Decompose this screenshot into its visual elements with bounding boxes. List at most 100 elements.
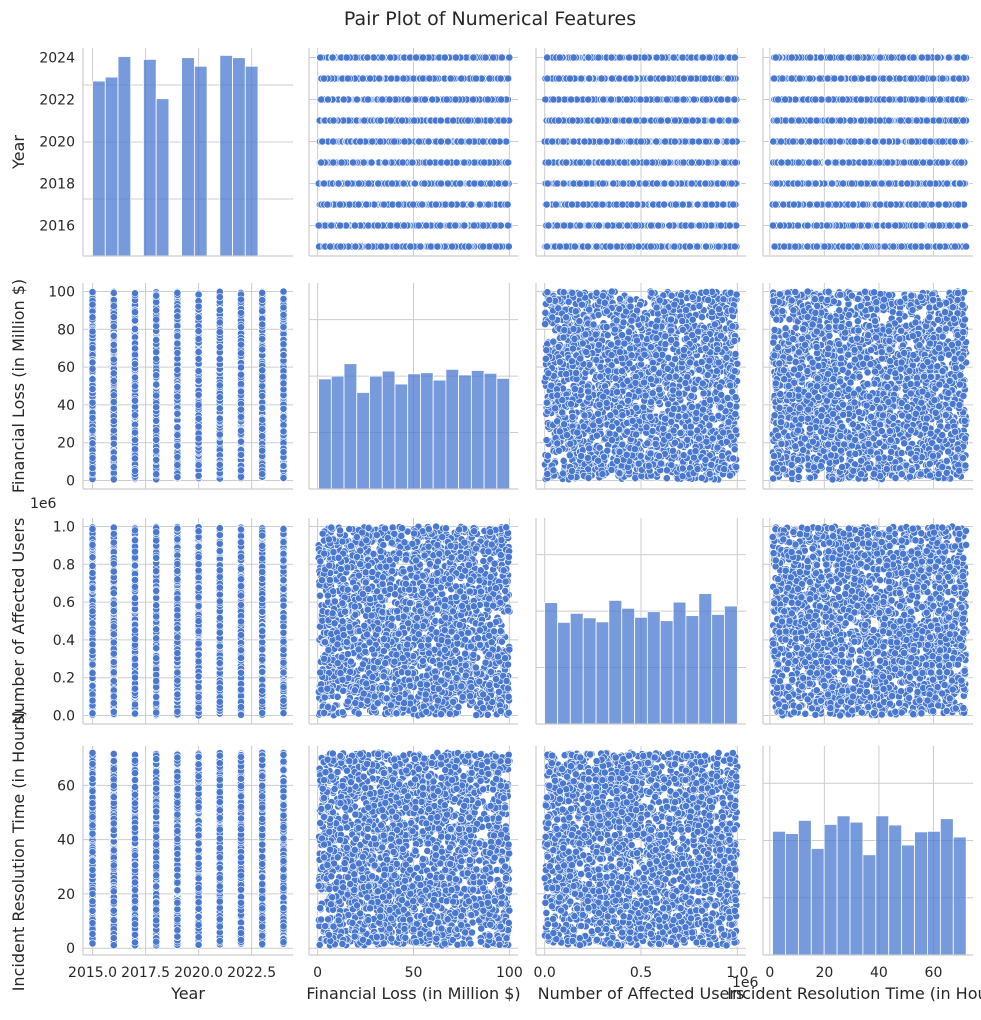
histogram-bar: [181, 57, 195, 257]
scatter-point: [379, 200, 388, 209]
scatter-point: [386, 116, 395, 125]
scatter-point: [400, 137, 409, 146]
scatter-point: [577, 74, 586, 83]
scatter-point: [447, 200, 456, 209]
scatter-point: [323, 95, 332, 104]
scatter-point: [390, 137, 399, 146]
scatter-point: [388, 179, 396, 188]
scatter-point: [607, 95, 615, 104]
histogram-bar: [117, 56, 132, 257]
scatter-point: [336, 221, 345, 230]
scatter-point: [504, 221, 512, 230]
scatter-point: [425, 158, 434, 167]
scatter-point: [475, 200, 484, 209]
scatter-point: [693, 200, 702, 209]
scatter-point: [727, 179, 736, 188]
scatter-point: [364, 179, 373, 188]
scatter-point: [400, 221, 408, 230]
scatter-point: [492, 242, 500, 251]
scatter-point: [717, 53, 726, 62]
scatter-point: [730, 95, 739, 104]
scatter-point: [368, 137, 377, 146]
scatter-point: [399, 74, 408, 83]
scatter-point: [374, 179, 383, 188]
scatter-point: [451, 221, 460, 230]
scatter-point: [472, 74, 480, 83]
scatter-point: [381, 158, 390, 167]
scatter-point: [437, 179, 445, 188]
scatter-point: [628, 179, 637, 188]
scatter-point: [594, 53, 603, 62]
scatter-point: [457, 74, 466, 83]
scatter-point: [414, 221, 423, 230]
scatter-point: [576, 221, 584, 230]
scatter-point: [349, 158, 357, 167]
scatter-point: [408, 158, 417, 167]
scatter-point: [362, 200, 371, 209]
scatter-point: [440, 53, 449, 62]
scatter-point: [599, 95, 608, 104]
y-tick-label: 2022: [39, 92, 75, 108]
scatter-point: [652, 137, 661, 146]
scatter-point: [679, 158, 688, 167]
scatter-point: [700, 74, 709, 83]
y-tick-label: 2018: [39, 177, 75, 193]
scatter-point: [406, 242, 415, 251]
scatter-point: [457, 137, 466, 146]
scatter-point: [378, 95, 387, 104]
scatter-point: [354, 179, 363, 188]
scatter-point: [640, 53, 649, 62]
scatter-point: [622, 95, 631, 104]
scatter-point: [690, 95, 698, 104]
scatter-point: [640, 116, 648, 125]
scatter-point: [464, 116, 473, 125]
scatter-point: [377, 242, 385, 251]
scatter-point: [653, 179, 661, 188]
scatter-point: [442, 95, 451, 104]
scatter-point: [485, 74, 494, 83]
scatter-point: [394, 200, 403, 209]
scatter-point: [387, 74, 396, 83]
scatter-point: [421, 95, 429, 104]
scatter-point: [720, 158, 729, 167]
scatter-point: [553, 221, 562, 230]
scatter-point: [663, 95, 671, 104]
scatter-point: [615, 221, 624, 230]
scatter-point: [376, 137, 385, 146]
scatter-point: [373, 221, 382, 230]
scatter-point: [618, 200, 627, 209]
scatter-point: [672, 95, 681, 104]
scatter-point: [611, 116, 620, 125]
scatter-point: [719, 200, 728, 209]
scatter-point: [431, 200, 440, 209]
scatter-point: [584, 53, 593, 62]
scatter-point: [505, 53, 514, 62]
scatter-point: [375, 74, 384, 83]
scatter-point: [553, 179, 562, 188]
scatter-point: [568, 200, 576, 209]
scatter-point: [469, 95, 477, 104]
scatter-point: [360, 116, 369, 125]
scatter-point: [686, 242, 694, 251]
scatter-point: [730, 53, 739, 62]
y-tick-label: 2020: [39, 134, 75, 150]
scatter-point: [623, 221, 632, 230]
scatter-point: [584, 95, 593, 104]
scatter-point: [503, 200, 512, 209]
scatter-point: [695, 137, 703, 146]
scatter-point: [555, 53, 564, 62]
scatter-point: [336, 242, 345, 251]
scatter-point: [316, 53, 325, 62]
scatter-point: [632, 116, 640, 125]
scatter-point: [678, 53, 687, 62]
scatter-point: [464, 242, 473, 251]
scatter-point: [663, 116, 672, 125]
scatter-point: [724, 116, 733, 125]
histogram-bar: [219, 55, 233, 257]
histogram-bar: [244, 65, 259, 257]
scatter-point: [608, 74, 616, 83]
scatter-point: [469, 53, 478, 62]
scatter-point: [479, 242, 488, 251]
